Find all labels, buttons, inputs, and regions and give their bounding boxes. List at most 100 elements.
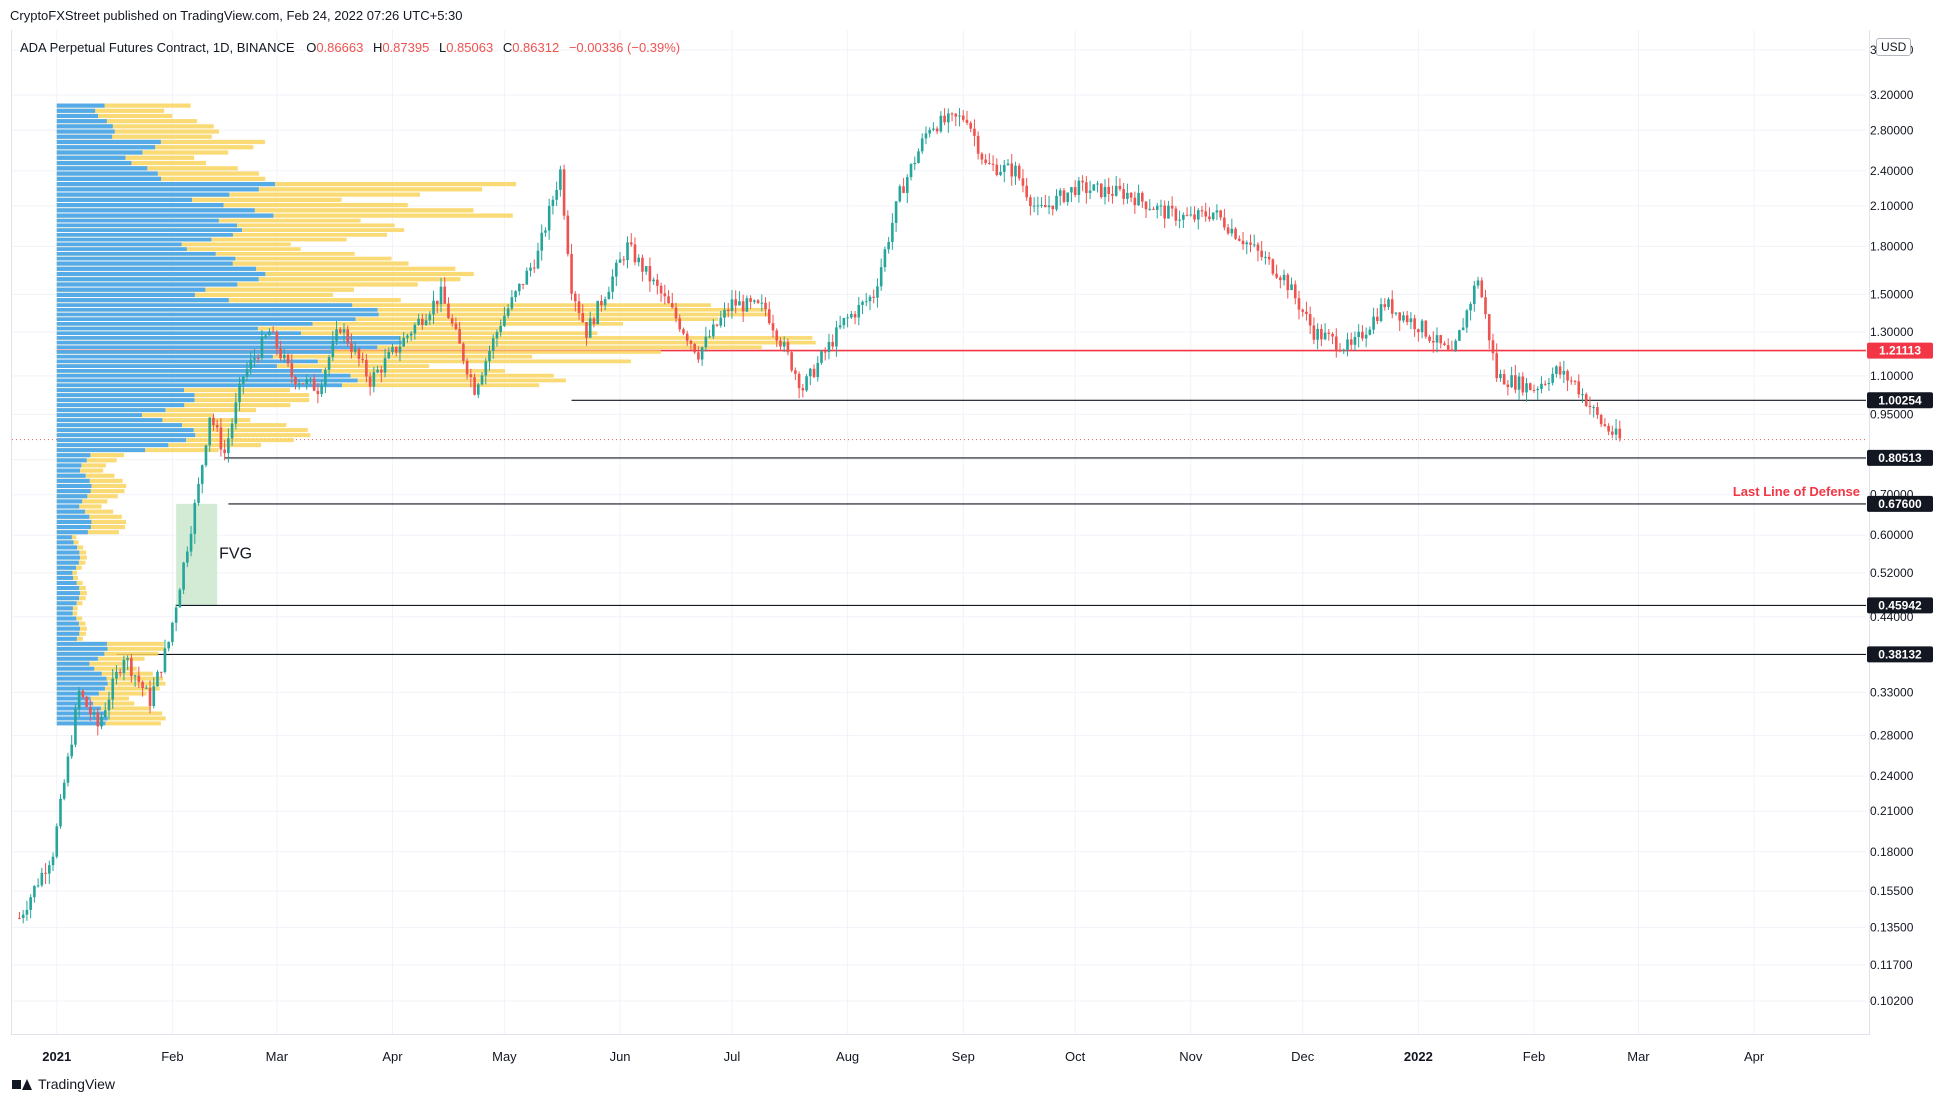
candle-body [1443, 343, 1446, 346]
y-tick-label: 0.21000 [1870, 804, 1914, 818]
candle-body [1409, 318, 1413, 323]
volume-bar-blue [56, 237, 212, 242]
candle-body [383, 358, 387, 373]
x-axis: 2021 Feb Mar Apr May Jun Jul Aug Sep Oct Nov Dec 202… [42, 1049, 1765, 1064]
x-tick-label: Aug [836, 1049, 859, 1064]
candle-body [920, 138, 924, 152]
candle-body [1223, 217, 1226, 228]
volume-bar-blue [56, 331, 301, 336]
candle-body [1267, 256, 1271, 260]
candle-body [823, 351, 827, 353]
candle-body [965, 119, 969, 123]
candle-body [290, 363, 294, 378]
candle-body [529, 267, 532, 271]
candle-body [753, 300, 756, 302]
footer-brand[interactable]: TradingView [12, 1076, 115, 1092]
candle-body [1428, 336, 1431, 341]
candle-body [394, 346, 398, 353]
candle-body [320, 385, 323, 395]
candle-body [51, 856, 55, 866]
tradingview-logo-icon [12, 1078, 32, 1090]
candle-body [1372, 316, 1375, 330]
candle-body [1044, 204, 1047, 208]
candle-body [969, 122, 973, 129]
volume-bar-blue [56, 443, 169, 448]
candle-body [1327, 332, 1331, 334]
candle-body [1211, 212, 1215, 220]
candle-body [1312, 325, 1316, 340]
candle-body [297, 383, 301, 385]
candle-body [1573, 380, 1577, 382]
candle-body [1618, 428, 1622, 439]
candle-body [1611, 431, 1614, 435]
candle-body [1405, 315, 1409, 323]
candle-body [1495, 353, 1498, 379]
candle-body [573, 293, 577, 302]
chart-frame [11, 30, 1870, 1035]
candle-body [1103, 186, 1107, 198]
candle-body [350, 343, 353, 352]
candle-body [178, 589, 182, 608]
candle-body [592, 318, 596, 325]
volume-bar-blue [56, 656, 98, 661]
candle-body [1491, 340, 1495, 354]
candle-body [577, 301, 581, 313]
volume-bar-yellow [56, 331, 598, 336]
volume-bar-yellow [56, 103, 191, 108]
candle-body [1458, 330, 1461, 341]
y-tick-label: 1.80000 [1870, 239, 1914, 253]
candles [18, 108, 1622, 924]
x-tick-label: 2021 [42, 1049, 71, 1064]
candle-body [503, 315, 506, 326]
candle-body [760, 302, 764, 304]
candle-body [40, 872, 44, 886]
volume-bar-blue [56, 345, 378, 350]
y-tick-label: 0.15500 [1870, 884, 1914, 898]
candle-body [939, 115, 943, 132]
candle-body [223, 449, 226, 454]
candle-body [428, 314, 432, 321]
candle-body [432, 300, 435, 315]
candle-body [857, 304, 861, 318]
candle-body [816, 362, 820, 377]
y-tick-label: 2.80000 [1870, 123, 1914, 137]
currency-badge[interactable]: USD [1876, 38, 1912, 56]
candle-body [294, 377, 297, 385]
candle-body [540, 232, 544, 251]
volume-bar-yellow [56, 108, 165, 113]
candle-body [518, 283, 521, 292]
volume-bar-blue [56, 383, 342, 388]
candle-body [603, 299, 607, 306]
volume-bar-blue [56, 187, 259, 192]
candle-body [738, 301, 741, 306]
volume-bar-yellow [56, 129, 219, 134]
candle-body [991, 163, 995, 165]
candle-body [585, 322, 588, 338]
close-label: C [502, 40, 513, 55]
candle-body [331, 340, 335, 358]
candle-body [1532, 389, 1536, 391]
level-price-label: 0.38132 [1878, 647, 1922, 661]
candle-body [764, 302, 767, 310]
candle-body [1599, 414, 1603, 425]
candle-body [230, 423, 234, 439]
candle-body [1506, 384, 1510, 388]
level-price-label: 1.21113 [1879, 344, 1921, 358]
candle-body [808, 368, 812, 377]
candle-body [443, 286, 447, 304]
candle-body [532, 267, 536, 269]
volume-bar-blue [56, 701, 94, 706]
candle-body [1193, 214, 1196, 220]
volume-bar-blue [56, 696, 91, 701]
candle-body [689, 340, 693, 344]
level-price-label: 0.80513 [1878, 451, 1922, 465]
volume-bar-blue [56, 307, 378, 312]
volume-bar-yellow [56, 359, 631, 364]
volume-bar-blue [56, 350, 332, 354]
candle-body [488, 350, 491, 362]
candle-body [1182, 214, 1185, 220]
candle-body [1163, 205, 1166, 219]
volume-bar-blue [56, 596, 80, 601]
volume-bar-yellow [56, 656, 145, 661]
